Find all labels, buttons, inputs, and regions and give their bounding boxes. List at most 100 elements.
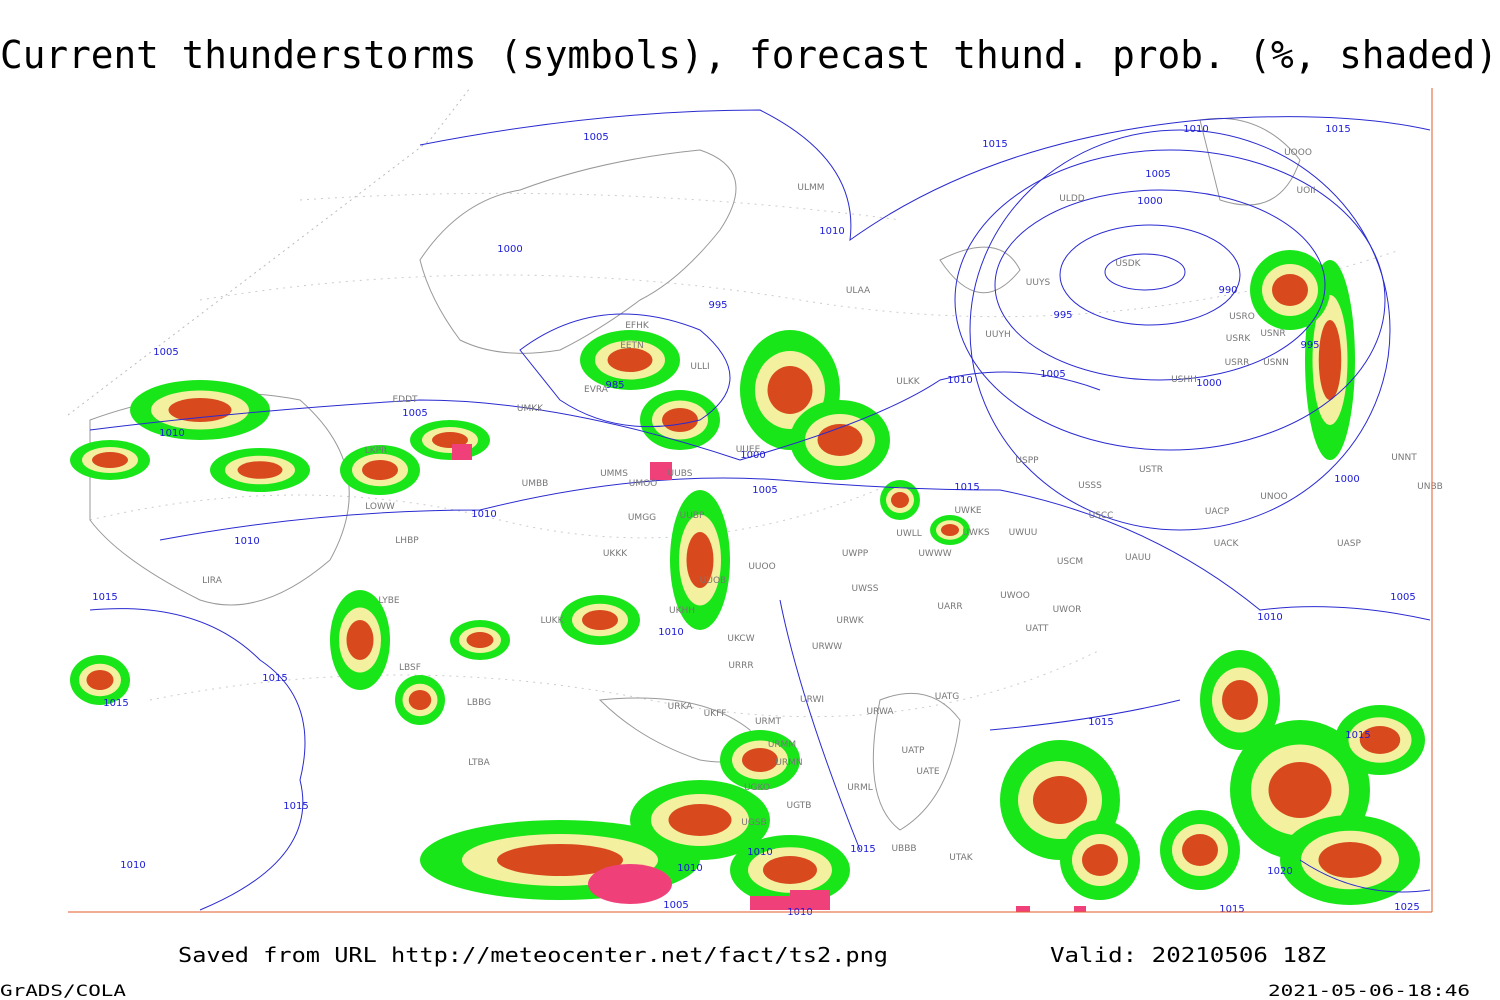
station-code: UWKE [954, 506, 981, 516]
station-code: UARR [937, 602, 962, 612]
station-code: EDDT [392, 395, 418, 405]
thunderstorm-symbols [452, 444, 1086, 912]
station-code: UNNT [1391, 453, 1417, 463]
isobar-label: 1010 [677, 863, 702, 874]
shade-high [1318, 842, 1382, 878]
map-labels: 1005 1015 1010 1015 1005 1000 1010 1000 990 995 99… [92, 124, 1443, 918]
station-code: LUKK [541, 616, 565, 626]
station-code: UOOO [1284, 148, 1312, 158]
isobar-label: 1010 [658, 627, 683, 638]
source-url: Saved from URL http://meteocenter.net/fa… [178, 943, 888, 967]
isobar-label: 1010 [120, 860, 145, 871]
station-code: EFHK [625, 321, 650, 331]
station-code: USCM [1057, 557, 1083, 567]
timestamp: 2021-05-06-18:46 [1268, 981, 1470, 1000]
station-code: UWSS [852, 584, 879, 594]
station-code: UBBB [891, 844, 916, 854]
station-code: ULLI [690, 362, 709, 372]
isobar-label: 995 [708, 300, 727, 311]
isobar-label: 1000 [1137, 196, 1162, 207]
isobar-label: 1010 [1257, 612, 1282, 623]
isobar-label: 1010 [234, 536, 259, 547]
isobars [89, 109, 1431, 911]
station-code: URKA [668, 702, 694, 712]
shade-high [662, 408, 698, 432]
shade-high [767, 366, 813, 414]
station-code: USDK [1115, 259, 1141, 269]
isobar-label: 1010 [471, 509, 496, 520]
station-code: URRR [728, 661, 753, 671]
shade-high [607, 348, 653, 372]
station-code: UMBB [522, 479, 549, 489]
shade-high [497, 844, 623, 876]
station-code: URWI [800, 695, 824, 705]
station-code: UGKO [744, 783, 770, 793]
shade-high [742, 748, 778, 772]
isobar-label: 1005 [1390, 592, 1415, 603]
isobar-label: 1000 [1196, 378, 1221, 389]
isobar-label: 1005 [663, 900, 688, 911]
graticule [89, 192, 1401, 718]
station-code: UMMS [600, 469, 628, 479]
shade-high [763, 856, 817, 884]
station-code: UWOO [1000, 591, 1030, 601]
shade-high [466, 632, 494, 648]
station-code: USRR [1225, 358, 1250, 368]
isobar-label: 990 [1218, 285, 1237, 296]
station-code: UWKS [962, 528, 989, 538]
station-code: USPP [1015, 456, 1039, 466]
station-code: URML [847, 783, 873, 793]
isobar-label: 985 [605, 380, 624, 391]
shade-high [362, 460, 398, 480]
isobar-label: 1025 [1394, 902, 1419, 913]
shade-high [1359, 726, 1401, 754]
isobar-label: 1020 [1267, 866, 1292, 877]
station-code: UATP [902, 746, 926, 756]
station-code: UKHH [669, 606, 695, 616]
station-code: UKFF [704, 709, 727, 719]
station-code: LIRA [202, 576, 223, 586]
station-code: UUOB [700, 576, 726, 586]
isobar-label: 1010 [159, 428, 184, 439]
isobar-label: 1000 [740, 450, 765, 461]
station-code: UACK [1214, 539, 1240, 549]
station-code: USCC [1089, 511, 1114, 521]
station-code: UTAK [949, 853, 974, 863]
station-code: UNOO [1260, 492, 1288, 502]
shade-high [686, 532, 714, 588]
station-code: UUBP [680, 511, 705, 521]
station-code: ULDD [1059, 194, 1085, 204]
probability-shading [70, 250, 1425, 905]
station-code: UATT [1026, 624, 1049, 634]
isobar-label: 1010 [747, 847, 772, 858]
station-code: LBSF [399, 663, 421, 673]
station-code: URWA [866, 707, 894, 717]
station-code: UGTB [787, 801, 812, 811]
isobar-label: 1015 [982, 139, 1007, 150]
station-code: LYBE [378, 596, 399, 606]
valid-time: Valid: 20210506 18Z [1050, 943, 1326, 967]
isobar-label: 1015 [103, 698, 128, 709]
station-code: USNR [1260, 329, 1285, 339]
shade-high [941, 524, 959, 536]
isobar-label: 1010 [819, 226, 844, 237]
station-code: UMKK [517, 404, 544, 414]
isobar-label: 1000 [1334, 474, 1359, 485]
isobar-label: 1015 [1088, 717, 1113, 728]
station-code: LBBG [467, 698, 491, 708]
isobar-label: 1010 [1183, 124, 1208, 135]
isobar-label: 1005 [752, 485, 777, 496]
projection-edge [67, 87, 471, 416]
map-title: Current thunderstorms (symbols), forecas… [0, 33, 1498, 77]
station-code: USTR [1139, 465, 1163, 475]
shade-high [1272, 274, 1308, 306]
isobar-label: 995 [1053, 310, 1072, 321]
isobar-label: 1015 [954, 482, 979, 493]
isobar-label: 1015 [1325, 124, 1350, 135]
station-code: USSS [1078, 481, 1102, 491]
station-code: URMM [768, 740, 796, 750]
station-code: UNBB [1417, 482, 1443, 492]
station-code: USNN [1263, 358, 1289, 368]
station-code: ULAA [846, 286, 871, 296]
